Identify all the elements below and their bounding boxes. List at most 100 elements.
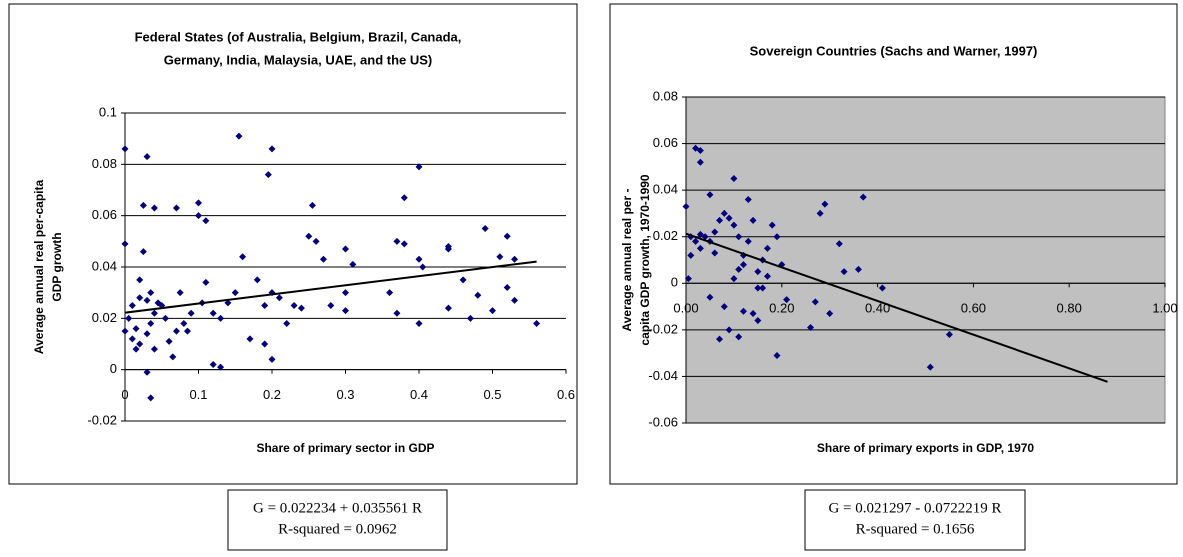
data-point (393, 309, 401, 317)
data-point (692, 144, 700, 152)
data-point (217, 363, 225, 371)
data-point (297, 304, 305, 312)
data-point (696, 147, 704, 155)
data-point (711, 228, 719, 236)
data-point (195, 212, 202, 220)
data-point (147, 289, 155, 297)
data-point (735, 233, 743, 241)
data-point (926, 363, 934, 371)
data-point (128, 335, 136, 343)
data-point (400, 240, 408, 248)
data-point (720, 209, 728, 217)
data-point (268, 355, 276, 363)
data-point (195, 199, 202, 207)
data-point (202, 278, 210, 286)
equation-text: R-squared = 0.0962 (278, 521, 397, 537)
y-tick-label: -0.02 (648, 321, 678, 336)
data-point (283, 319, 291, 327)
data-point (768, 221, 776, 229)
y-tick-label: 0.1 (99, 104, 117, 119)
data-point (150, 309, 158, 317)
x-tick-label: 0.80 (1057, 301, 1082, 316)
data-point (739, 261, 747, 269)
data-point (261, 302, 269, 309)
data-point (744, 195, 752, 203)
y-axis-title: GDP growth (50, 232, 64, 301)
data-point (725, 214, 733, 222)
data-point (327, 302, 335, 309)
data-point (754, 317, 762, 325)
data-point (859, 193, 867, 201)
data-point (253, 276, 261, 284)
data-point (821, 200, 829, 208)
chart-title: Sovereign Countries (Sachs and Warner, 1… (750, 43, 1038, 58)
data-point (139, 201, 147, 209)
data-point (169, 353, 177, 361)
y-tick-label: 0.04 (653, 182, 678, 197)
y-tick-label: -0.02 (87, 412, 117, 427)
data-point (444, 245, 452, 253)
data-point (706, 293, 714, 301)
y-tick-label: 0.04 (92, 258, 117, 273)
data-point (161, 314, 169, 322)
data-point (807, 324, 815, 332)
data-point (143, 153, 151, 161)
data-point (121, 240, 129, 248)
data-point (749, 310, 757, 318)
data-point (305, 232, 313, 240)
data-point (945, 331, 953, 339)
data-point (128, 302, 136, 309)
data-point (720, 303, 728, 311)
data-point (393, 237, 401, 245)
data-point (165, 337, 173, 345)
y-tick-label: -0.04 (648, 368, 678, 383)
data-point (730, 275, 738, 283)
data-point (754, 268, 762, 276)
data-point (342, 245, 349, 253)
data-point (444, 304, 452, 312)
data-point (147, 319, 155, 327)
data-point (711, 249, 719, 257)
data-point (716, 216, 724, 224)
x-tick-label: 0.40 (865, 301, 890, 316)
data-point (459, 276, 467, 284)
data-point (773, 233, 781, 241)
data-point (308, 201, 316, 209)
y-tick-label: 0 (110, 361, 117, 376)
data-point (121, 145, 129, 153)
y-tick-label: 0.08 (653, 88, 678, 103)
data-point (511, 255, 519, 263)
data-point (180, 319, 188, 327)
equation-text: G = 0.021297 - 0.0722219 R (828, 500, 1001, 516)
data-point (136, 276, 144, 284)
data-point (143, 330, 151, 338)
data-point (696, 244, 704, 252)
x-tick-label: 0.2 (263, 387, 281, 402)
data-point (684, 275, 692, 283)
data-point (878, 284, 886, 292)
data-point (319, 255, 327, 263)
x-tick-label: 0 (121, 387, 128, 402)
data-point (132, 325, 140, 333)
data-point (246, 335, 254, 343)
data-point (172, 204, 180, 212)
data-point (749, 216, 757, 224)
data-point (759, 284, 767, 292)
data-point (202, 217, 210, 225)
data-point (261, 340, 269, 348)
data-point (763, 272, 771, 280)
data-point (773, 351, 781, 359)
data-point (474, 291, 482, 299)
y-tick-label: 0.06 (653, 135, 678, 150)
data-point (739, 307, 747, 315)
data-point (692, 237, 700, 245)
data-point (840, 268, 848, 276)
data-point (172, 327, 180, 335)
equation-box (804, 489, 1026, 551)
data-point (290, 302, 298, 309)
chart-title: Germany, India, Malaysia, UAE, and the U… (164, 52, 433, 67)
data-point (176, 289, 184, 297)
x-tick-label: 0.20 (769, 301, 794, 316)
x-tick-label: 0.1 (189, 387, 207, 402)
